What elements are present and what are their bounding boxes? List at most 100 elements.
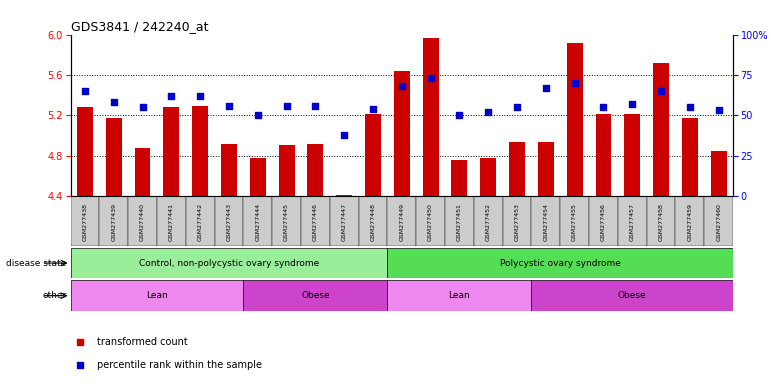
Bar <box>358 196 387 246</box>
Text: GDS3841 / 242240_at: GDS3841 / 242240_at <box>71 20 208 33</box>
Text: GSM277450: GSM277450 <box>428 204 433 241</box>
Bar <box>532 196 561 246</box>
Point <box>78 88 91 94</box>
Bar <box>71 248 387 278</box>
Bar <box>682 118 698 196</box>
Bar <box>538 142 554 196</box>
Bar <box>243 196 272 246</box>
Text: GSM277451: GSM277451 <box>457 204 462 241</box>
Text: GSM277455: GSM277455 <box>572 204 577 241</box>
Bar <box>250 157 266 196</box>
Bar <box>503 196 532 246</box>
Point <box>367 106 379 112</box>
Bar <box>215 196 243 246</box>
Bar <box>301 196 330 246</box>
Bar <box>618 196 647 246</box>
Point <box>568 80 581 86</box>
Bar <box>336 195 352 196</box>
Point <box>597 104 610 110</box>
Bar <box>163 107 180 196</box>
Bar <box>330 196 358 246</box>
Text: GSM277457: GSM277457 <box>630 204 635 241</box>
Text: transformed count: transformed count <box>97 337 188 347</box>
Text: GSM277453: GSM277453 <box>514 204 520 241</box>
Bar <box>365 114 381 196</box>
Point <box>453 112 466 118</box>
Bar <box>243 280 387 311</box>
Bar <box>128 196 157 246</box>
Text: GSM277456: GSM277456 <box>601 204 606 241</box>
Text: GSM277449: GSM277449 <box>399 204 405 242</box>
Bar <box>387 248 733 278</box>
Text: percentile rank within the sample: percentile rank within the sample <box>97 360 262 370</box>
Text: Polycystic ovary syndrome: Polycystic ovary syndrome <box>499 258 621 268</box>
Bar <box>416 196 445 246</box>
Point <box>165 93 178 99</box>
Bar <box>192 106 208 196</box>
Bar <box>157 196 186 246</box>
Text: GSM277458: GSM277458 <box>659 204 663 241</box>
Text: GSM277443: GSM277443 <box>227 204 231 242</box>
Point <box>309 103 321 109</box>
Text: GSM277444: GSM277444 <box>256 204 260 242</box>
Text: other: other <box>42 291 67 300</box>
Bar <box>71 280 243 311</box>
Text: GSM277445: GSM277445 <box>284 204 289 241</box>
Point <box>510 104 523 110</box>
Text: GSM277441: GSM277441 <box>169 204 174 241</box>
Text: GSM277459: GSM277459 <box>688 204 692 241</box>
Point <box>655 88 667 94</box>
Text: Control, non-polycystic ovary syndrome: Control, non-polycystic ovary syndrome <box>139 258 319 268</box>
Bar <box>272 196 301 246</box>
Point <box>539 85 552 91</box>
Point <box>107 99 120 105</box>
Bar <box>394 71 410 196</box>
Bar <box>474 196 503 246</box>
Bar <box>423 38 438 196</box>
Point <box>136 104 149 110</box>
Bar <box>307 144 323 196</box>
Point <box>74 362 87 368</box>
Bar <box>653 63 669 196</box>
Text: Lean: Lean <box>146 291 168 300</box>
Bar <box>278 146 295 196</box>
Bar <box>387 280 532 311</box>
Text: GSM277460: GSM277460 <box>716 204 721 241</box>
Point <box>252 112 264 118</box>
Text: Lean: Lean <box>448 291 470 300</box>
Bar <box>71 196 100 246</box>
Bar <box>100 196 128 246</box>
Point <box>482 109 495 115</box>
Text: GSM277452: GSM277452 <box>486 204 491 241</box>
Bar <box>509 142 525 196</box>
Bar <box>135 149 151 196</box>
Point <box>74 339 87 345</box>
Text: Obese: Obese <box>301 291 330 300</box>
Text: GSM277438: GSM277438 <box>82 204 88 241</box>
Bar <box>481 157 496 196</box>
Bar <box>596 114 612 196</box>
Text: GSM277447: GSM277447 <box>342 204 347 242</box>
Text: disease state: disease state <box>6 258 67 268</box>
Point <box>194 93 206 99</box>
Point <box>338 131 350 137</box>
Bar <box>647 196 676 246</box>
Text: GSM277448: GSM277448 <box>371 204 376 241</box>
Bar <box>77 107 93 196</box>
Bar <box>445 196 474 246</box>
Point <box>424 75 437 81</box>
Text: GSM277446: GSM277446 <box>313 204 318 241</box>
Bar <box>567 43 583 196</box>
Text: GSM277440: GSM277440 <box>140 204 145 241</box>
Point <box>626 101 638 107</box>
Bar <box>561 196 589 246</box>
Point <box>713 107 725 113</box>
Point <box>223 103 235 109</box>
Bar <box>106 118 122 196</box>
Point <box>684 104 696 110</box>
Bar <box>532 280 733 311</box>
Point <box>281 103 293 109</box>
Bar <box>186 196 215 246</box>
Bar <box>704 196 733 246</box>
Point <box>395 83 408 89</box>
